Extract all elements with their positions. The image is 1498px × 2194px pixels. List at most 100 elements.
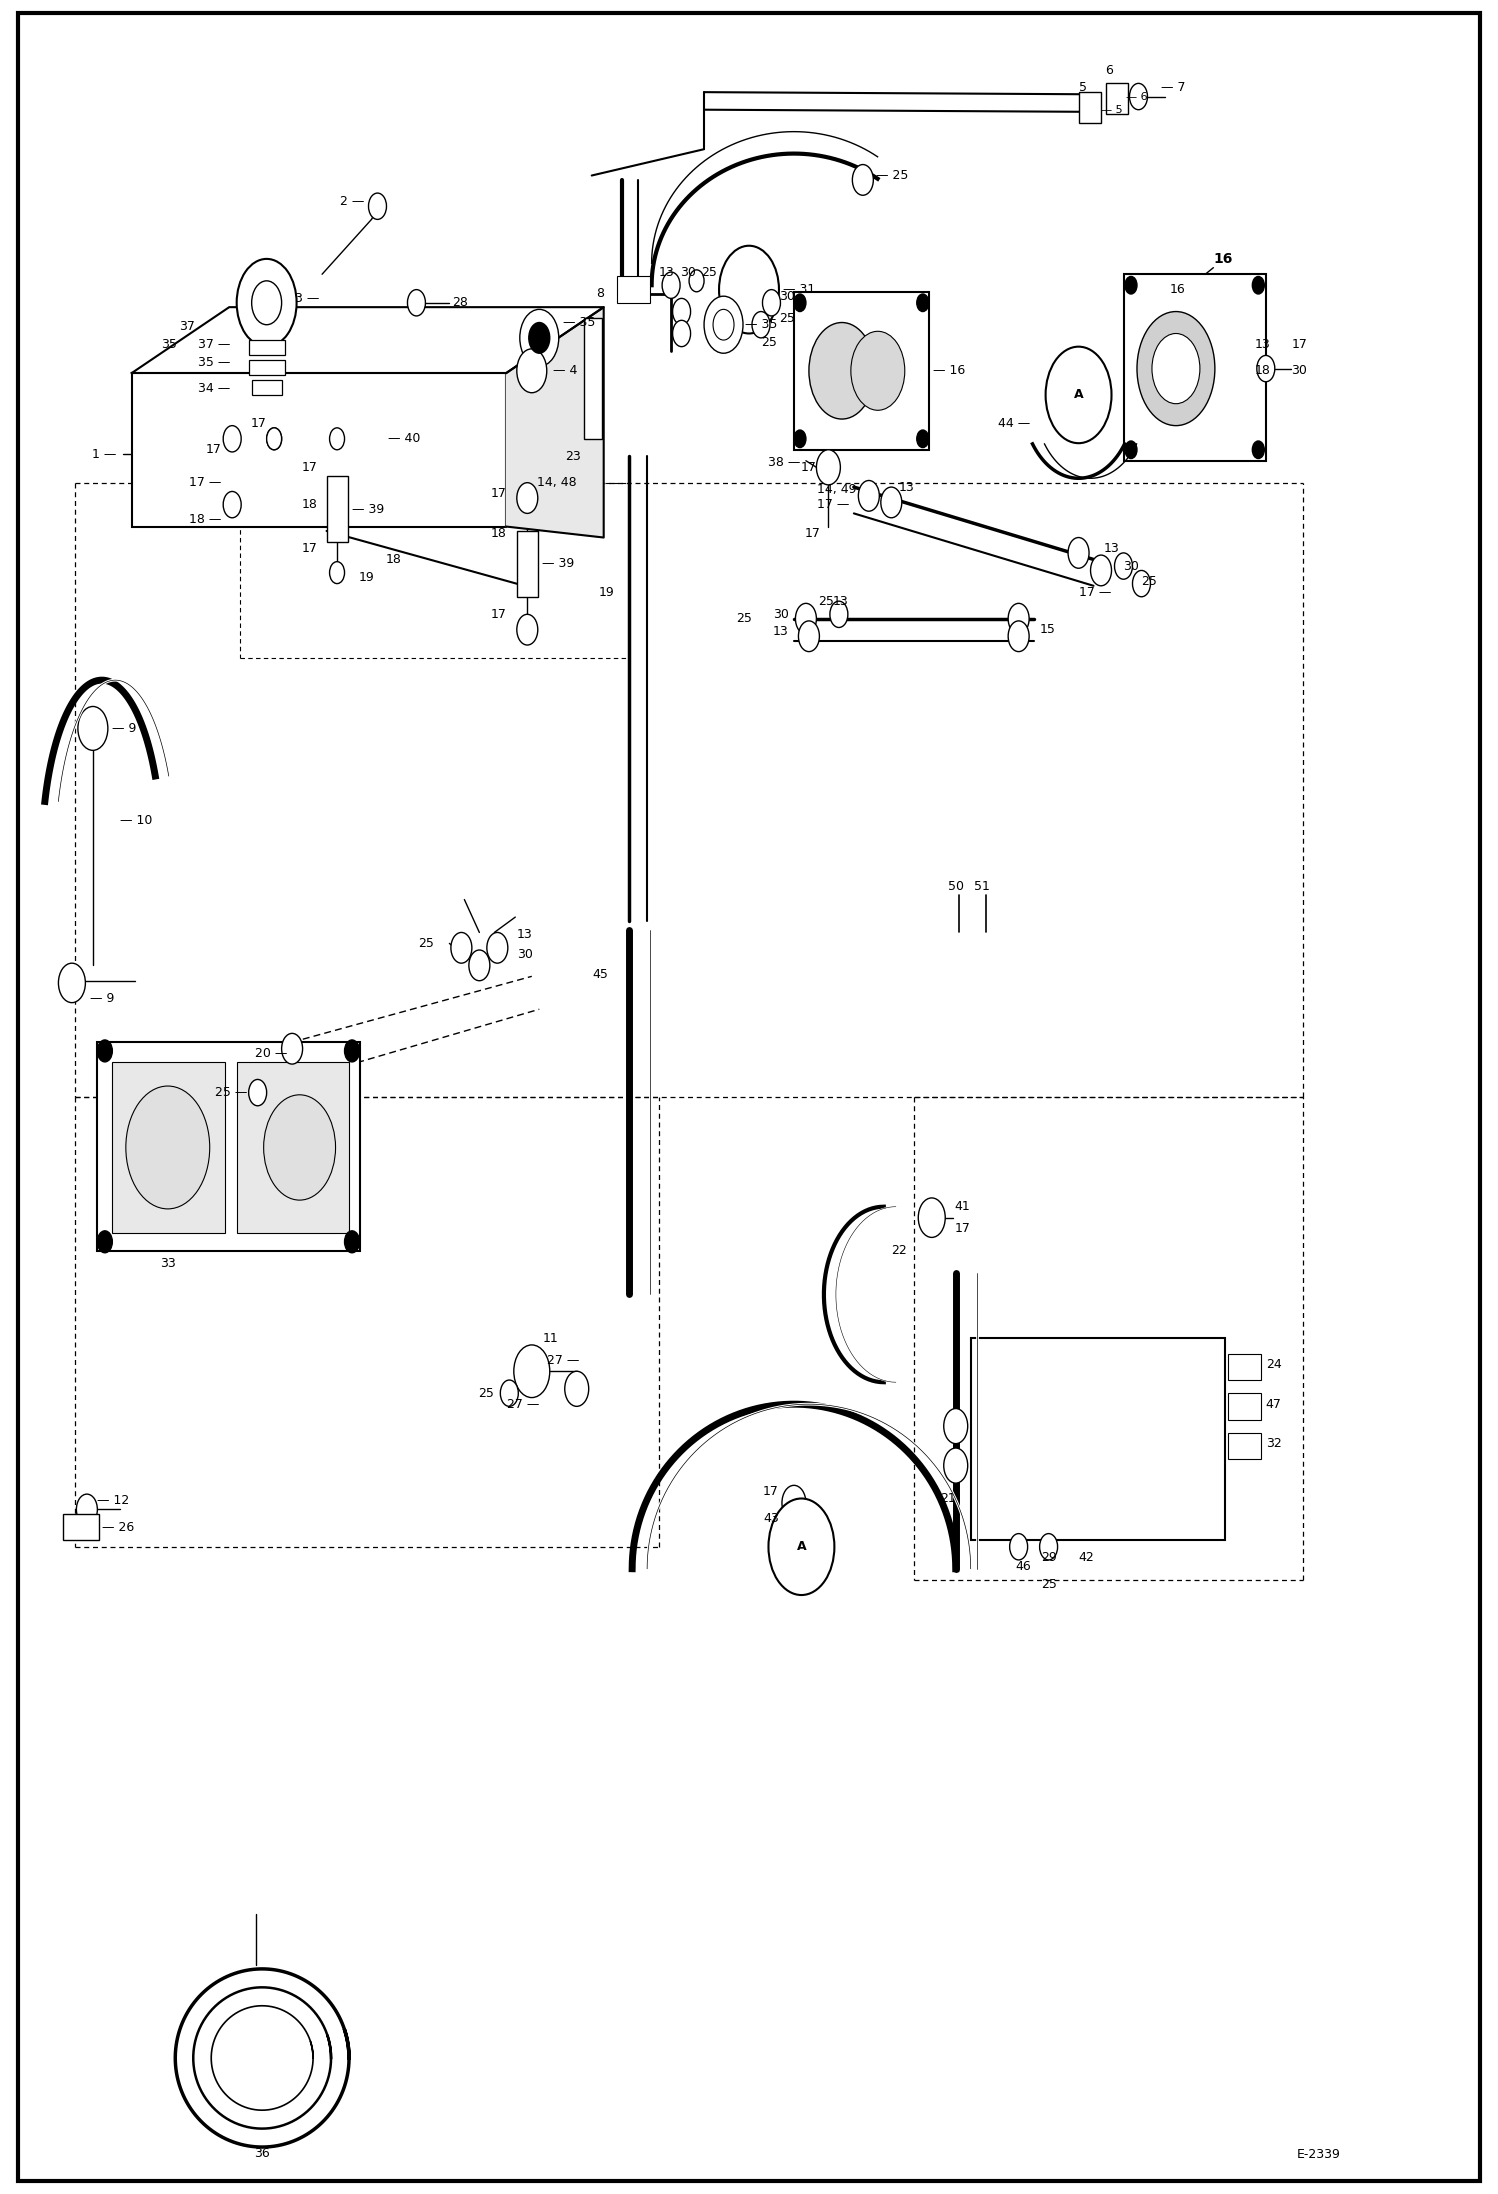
Circle shape	[517, 349, 547, 393]
Circle shape	[1152, 333, 1200, 404]
Bar	[249, 360, 285, 375]
Circle shape	[1046, 347, 1112, 443]
Text: 18: 18	[301, 498, 318, 511]
Text: — 4: — 4	[553, 364, 577, 377]
Bar	[971, 1338, 1225, 1540]
Circle shape	[330, 562, 345, 584]
Text: 13: 13	[659, 265, 676, 279]
Text: — 9: — 9	[112, 722, 136, 735]
Circle shape	[1252, 276, 1264, 294]
Text: 21: 21	[939, 1492, 956, 1505]
Text: 36: 36	[255, 2148, 270, 2161]
Text: 35 —: 35 —	[198, 355, 231, 369]
Text: 25: 25	[418, 937, 434, 950]
Text: — 6: — 6	[1126, 92, 1147, 101]
Text: 42: 42	[1079, 1551, 1095, 1564]
Circle shape	[451, 932, 472, 963]
Circle shape	[944, 1409, 968, 1444]
Bar	[237, 1062, 349, 1233]
Text: 15: 15	[1040, 623, 1056, 636]
Text: — 39: — 39	[542, 557, 575, 570]
Polygon shape	[132, 307, 604, 373]
Text: — 39: — 39	[352, 502, 385, 516]
Circle shape	[97, 1231, 112, 1253]
Circle shape	[58, 963, 85, 1003]
Text: 25 —: 25 —	[214, 1086, 247, 1099]
Circle shape	[1132, 570, 1150, 597]
Bar	[584, 318, 602, 439]
Circle shape	[768, 1499, 834, 1595]
Text: 44 —: 44 —	[998, 417, 1031, 430]
Circle shape	[369, 193, 386, 219]
Circle shape	[1252, 441, 1264, 459]
Circle shape	[517, 614, 538, 645]
Text: 17 —: 17 —	[816, 498, 849, 511]
Text: 17: 17	[301, 461, 318, 474]
Circle shape	[223, 426, 241, 452]
Polygon shape	[506, 307, 604, 538]
Circle shape	[795, 603, 816, 634]
Text: 20 —: 20 —	[255, 1047, 288, 1060]
Circle shape	[704, 296, 743, 353]
Text: A: A	[797, 1540, 806, 1553]
Text: 43: 43	[762, 1512, 779, 1525]
Bar	[132, 373, 506, 527]
Text: 25: 25	[818, 595, 834, 608]
Text: — 25: — 25	[876, 169, 909, 182]
Text: — 31: — 31	[783, 283, 816, 296]
Text: 30: 30	[1124, 559, 1140, 573]
Text: 17: 17	[1291, 338, 1308, 351]
Bar	[1228, 1393, 1261, 1420]
Text: 45: 45	[592, 968, 608, 981]
Circle shape	[345, 1231, 360, 1253]
Bar	[1124, 274, 1266, 461]
Circle shape	[223, 491, 241, 518]
Text: 33: 33	[160, 1257, 175, 1270]
Circle shape	[517, 483, 538, 513]
Text: 27 —: 27 —	[506, 1398, 539, 1411]
Circle shape	[804, 1512, 822, 1538]
Text: 18: 18	[385, 553, 401, 566]
Circle shape	[252, 281, 282, 325]
Circle shape	[1125, 276, 1137, 294]
Text: 27 —: 27 —	[547, 1354, 580, 1367]
Text: — 40: — 40	[388, 432, 421, 445]
Bar	[617, 276, 650, 303]
Text: 1 —: 1 —	[93, 448, 117, 461]
Circle shape	[76, 1494, 97, 1525]
Text: 13: 13	[899, 480, 915, 494]
Text: 25: 25	[701, 265, 718, 279]
Text: 30: 30	[779, 290, 795, 303]
Circle shape	[264, 1095, 336, 1200]
Circle shape	[719, 246, 779, 333]
Circle shape	[673, 298, 691, 325]
Circle shape	[752, 312, 770, 338]
Circle shape	[1137, 312, 1215, 426]
Circle shape	[794, 430, 806, 448]
Bar	[252, 380, 282, 395]
Text: 35: 35	[160, 338, 177, 351]
Text: 14, 48: 14, 48	[538, 476, 577, 489]
Bar	[1106, 83, 1128, 114]
Bar	[517, 531, 538, 597]
Text: 13: 13	[773, 625, 789, 638]
Text: 18 —: 18 —	[189, 513, 222, 527]
Circle shape	[565, 1371, 589, 1406]
Text: — 35: — 35	[745, 318, 777, 331]
Text: — 7: — 7	[1161, 81, 1185, 94]
Text: 17: 17	[804, 527, 821, 540]
Text: 5: 5	[1079, 81, 1086, 94]
Circle shape	[662, 272, 680, 298]
Text: 16: 16	[1213, 252, 1233, 265]
Circle shape	[881, 487, 902, 518]
Text: 17: 17	[301, 542, 318, 555]
Text: — 26: — 26	[102, 1520, 135, 1534]
Circle shape	[762, 290, 780, 316]
Circle shape	[782, 1485, 806, 1520]
Text: 28: 28	[452, 296, 469, 309]
Bar	[1079, 92, 1101, 123]
Text: 8: 8	[596, 287, 604, 301]
Text: 13: 13	[1254, 338, 1270, 351]
Text: E-2339: E-2339	[1297, 2148, 1341, 2161]
Text: 17: 17	[205, 443, 222, 456]
